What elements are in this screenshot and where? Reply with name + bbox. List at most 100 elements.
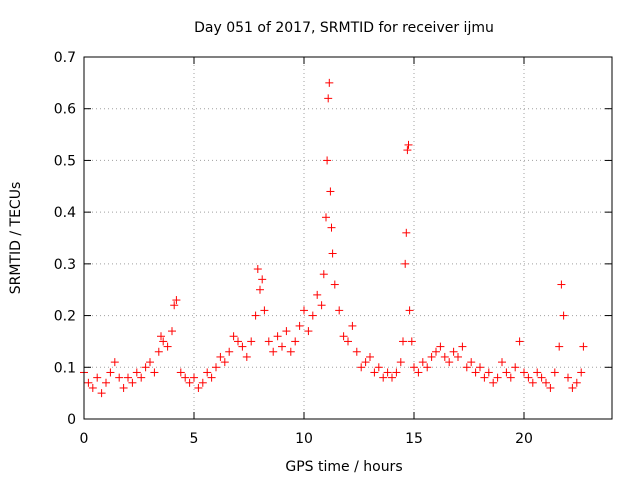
data-point (119, 383, 128, 392)
data-point (344, 337, 352, 346)
data-point (330, 280, 339, 289)
data-point (357, 363, 366, 372)
data-point (542, 378, 550, 387)
data-point (557, 280, 566, 289)
x-tick-label: 0 (80, 431, 89, 447)
data-point (328, 249, 337, 258)
data-point (579, 342, 588, 351)
data-point (374, 363, 383, 372)
data-point (132, 368, 141, 377)
x-tick-label: 20 (515, 431, 533, 447)
y-tick-label: 0 (67, 412, 76, 428)
data-point (327, 223, 336, 232)
data-point (84, 378, 93, 387)
data-point (313, 290, 322, 299)
data-point (577, 368, 586, 377)
data-point (388, 373, 396, 382)
data-point (404, 140, 413, 149)
y-tick-label: 0.7 (54, 50, 76, 66)
data-point (150, 368, 159, 377)
data-point (172, 296, 181, 305)
data-point (467, 358, 476, 367)
data-point (258, 275, 267, 284)
data-point (102, 378, 110, 387)
data-point (88, 383, 97, 392)
plot-frame (83, 56, 613, 420)
data-point (399, 337, 407, 346)
data-point (128, 378, 137, 387)
y-tick-label: 0.4 (54, 205, 76, 221)
data-point (141, 363, 150, 372)
data-point (317, 301, 326, 310)
data-point (405, 306, 414, 315)
data-point (273, 332, 282, 341)
data-point (436, 342, 445, 351)
data-point (238, 342, 247, 351)
data-point (304, 327, 313, 336)
data-point (203, 368, 212, 377)
data-point (216, 352, 225, 361)
data-point (264, 337, 273, 346)
data-point (445, 358, 454, 367)
data-point (462, 363, 471, 372)
x-tick-label: 15 (405, 431, 423, 447)
data-point (115, 373, 124, 382)
data-point (440, 352, 449, 361)
y-tick-label: 0.1 (54, 360, 76, 376)
data-point (198, 378, 207, 387)
axis-ticks: 0 0.1 0.2 0.3 0.4 0.5 0.6 0.7 0 5 10 15 20 (54, 50, 612, 447)
data-point (427, 352, 436, 361)
data-point (361, 358, 370, 367)
data-points (80, 78, 588, 398)
data-point (157, 332, 165, 341)
data-point (326, 187, 335, 196)
data-point (564, 373, 572, 382)
data-point (159, 337, 168, 346)
data-point (458, 342, 467, 351)
data-point (480, 373, 489, 382)
data-point (414, 368, 423, 377)
data-point (300, 306, 308, 315)
data-point (282, 327, 291, 336)
data-point (278, 342, 286, 351)
data-point (181, 373, 190, 382)
data-point (325, 78, 334, 87)
data-point (546, 383, 555, 392)
data-point (124, 373, 132, 382)
data-point (110, 358, 119, 367)
data-point (559, 311, 568, 320)
data-point (471, 368, 480, 377)
data-point (256, 285, 264, 294)
data-point (352, 347, 361, 356)
data-point (555, 342, 564, 351)
data-point (489, 378, 498, 387)
data-point (234, 337, 242, 346)
data-point (170, 301, 179, 310)
x-tick-label: 5 (190, 431, 199, 447)
data-point (168, 327, 176, 336)
data-point (484, 368, 493, 377)
y-tick-label: 0.2 (54, 309, 76, 325)
data-point (370, 368, 379, 377)
data-point (229, 332, 238, 341)
data-point (520, 368, 528, 377)
y-axis-label: SRMTID / TECUs (8, 182, 24, 295)
data-point (348, 321, 357, 330)
data-point (225, 347, 234, 356)
data-point (286, 347, 295, 356)
data-point (97, 389, 106, 398)
data-point (506, 373, 515, 382)
data-point (93, 373, 102, 382)
data-point (403, 146, 412, 155)
data-point (163, 342, 172, 351)
data-point (154, 347, 163, 356)
data-point (137, 373, 146, 382)
grid (84, 57, 612, 419)
data-point (410, 363, 418, 372)
x-tick-label: 10 (295, 431, 313, 447)
data-point (379, 373, 388, 382)
data-point (515, 337, 524, 346)
data-point (524, 373, 533, 382)
data-point (242, 352, 251, 361)
